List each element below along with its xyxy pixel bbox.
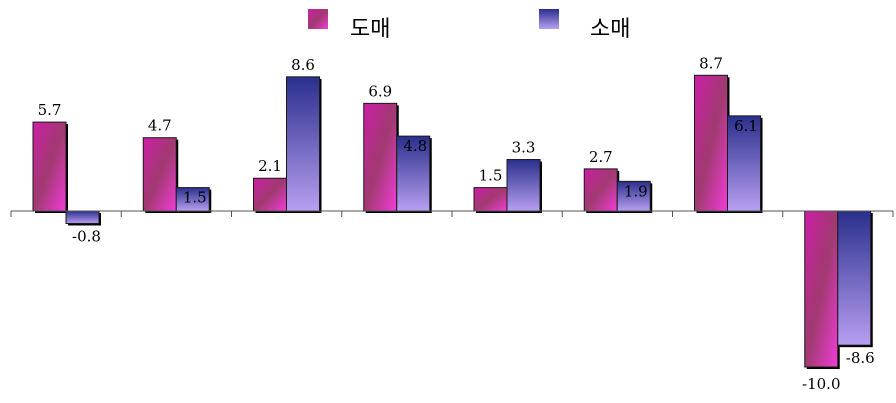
bar-wholesale-2 xyxy=(142,137,177,212)
data-label-retail-5: 3.3 xyxy=(512,139,536,157)
data-labels: 5.7 -0.8 4.7 1.5 2.1 8.6 6.9 4.8 1.5 3.3 2.7 1.9 8.7… xyxy=(38,54,875,393)
data-label-wholesale-7: 8.7 xyxy=(699,54,723,72)
bar-wholesale-7 xyxy=(694,74,728,212)
data-label-wholesale-1: 5.7 xyxy=(38,101,62,119)
bar-wholesale-5 xyxy=(473,187,508,212)
data-label-retail-7: 6.1 xyxy=(734,117,758,135)
bar-retail-8 xyxy=(837,210,872,346)
bar-wholesale-3 xyxy=(253,177,287,212)
bar-retail-3 xyxy=(286,76,320,212)
legend-swatch-wholesale xyxy=(308,9,328,29)
bar-retail-1 xyxy=(65,210,100,224)
data-label-retail-3: 8.6 xyxy=(291,56,315,74)
legend-label-wholesale: 도매 xyxy=(350,17,390,42)
data-label-retail-6: 1.9 xyxy=(624,182,648,200)
data-label-retail-4: 4.8 xyxy=(403,137,427,155)
x-axis xyxy=(10,210,894,217)
bars xyxy=(32,74,873,369)
bar-retail-5 xyxy=(506,159,541,212)
data-label-retail-2: 1.5 xyxy=(183,189,207,207)
data-label-wholesale-5: 1.5 xyxy=(479,167,503,185)
data-label-wholesale-8: -10.0 xyxy=(802,375,840,393)
data-label-wholesale-2: 4.7 xyxy=(148,117,172,135)
bar-wholesale-4 xyxy=(363,102,398,212)
bar-wholesale-1 xyxy=(32,121,67,212)
data-label-wholesale-3: 2.1 xyxy=(258,157,282,175)
bar-retail-6 xyxy=(616,180,651,212)
data-label-wholesale-4: 6.9 xyxy=(368,82,392,100)
bar-retail-4 xyxy=(396,135,431,212)
bar-wholesale-6 xyxy=(583,168,618,212)
bar-wholesale-8 xyxy=(804,210,839,368)
data-label-retail-1: -0.8 xyxy=(72,227,101,245)
data-label-retail-8: -8.6 xyxy=(846,349,875,367)
data-label-wholesale-6: 2.7 xyxy=(589,148,613,166)
legend-label-retail: 소매 xyxy=(590,17,630,42)
legend-swatch-retail xyxy=(539,9,559,29)
bar-retail-7 xyxy=(727,115,761,212)
legend: 도매 소매 xyxy=(308,9,630,42)
